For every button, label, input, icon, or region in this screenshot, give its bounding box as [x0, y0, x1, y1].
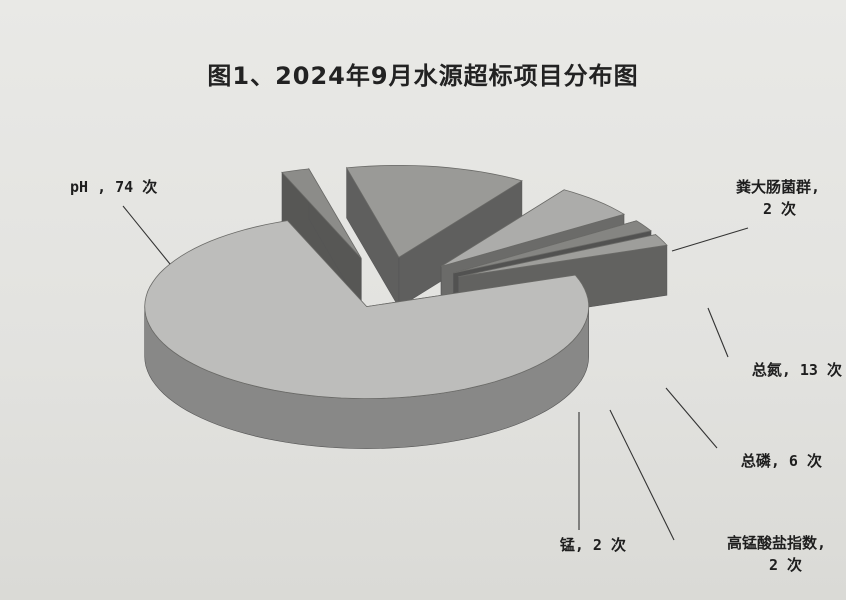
slice-label: pH , 74 次 — [70, 178, 157, 196]
leader-line — [122, 205, 171, 265]
chart-title: 图1、2024年9月水源超标项目分布图 — [207, 62, 639, 90]
pie-slice — [453, 220, 652, 274]
slice-label: 粪大肠菌群, — [736, 178, 820, 196]
pie-slice — [440, 189, 626, 267]
pie-tops — [144, 165, 668, 400]
pie-slice — [281, 168, 362, 259]
leader-line — [609, 409, 675, 541]
slice-labels: pH , 74 次粪大肠菌群,2 次总氮, 13 次总磷, 6 次高锰酸盐指数,… — [70, 178, 842, 574]
leader-line — [665, 387, 718, 449]
slice-label: 2 次 — [769, 556, 802, 574]
slice-label: 总氮, 13 次 — [752, 361, 842, 379]
slice-label: 总磷, 6 次 — [741, 452, 822, 470]
leader-line — [671, 227, 749, 252]
slice-label: 高锰酸盐指数, — [727, 534, 826, 552]
leader-line — [707, 307, 729, 358]
slice-label: 2 次 — [763, 200, 796, 218]
pie-slice — [345, 165, 523, 258]
pie-slice — [458, 234, 668, 278]
pie-slice — [144, 220, 590, 400]
slice-label: 锰, 2 次 — [560, 536, 626, 554]
